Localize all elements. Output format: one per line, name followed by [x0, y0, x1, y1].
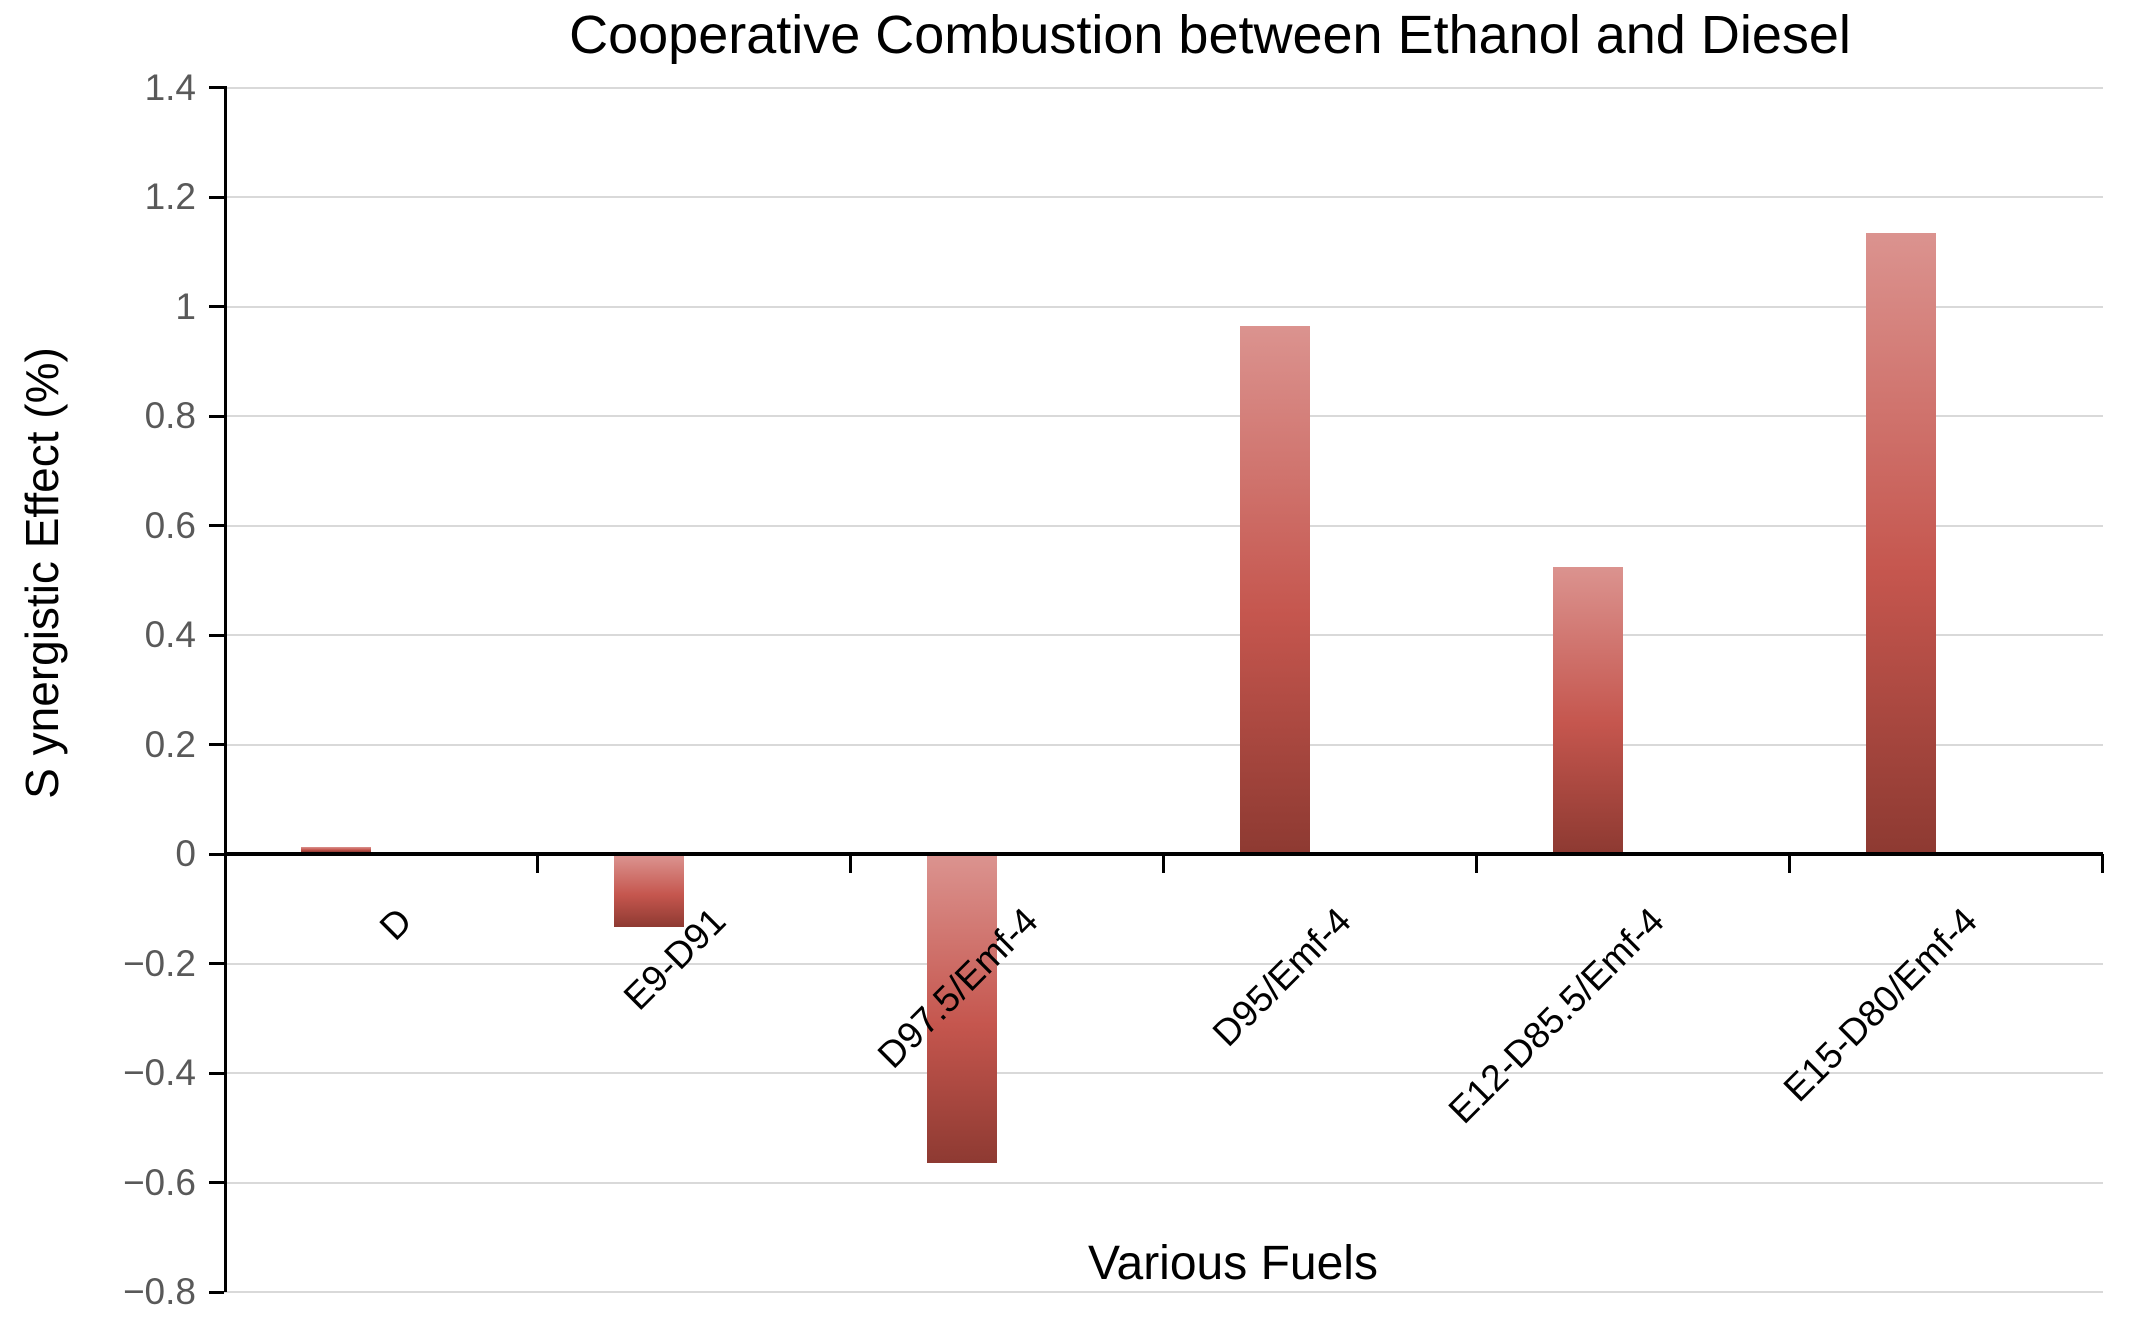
gridline [224, 1181, 2103, 1184]
y-tick-label: 0 [175, 833, 196, 874]
chart-title: Cooperative Combustion between Ethanol a… [569, 5, 1851, 65]
y-tick-mark [209, 852, 224, 856]
bar-E9-D91 [614, 856, 684, 928]
gridline [224, 415, 2103, 417]
y-tick-mark [209, 633, 224, 637]
gridline [224, 305, 2103, 308]
y-tick-label: 1 [175, 285, 196, 327]
y-axis-line [224, 86, 227, 1292]
gridline [224, 1072, 2103, 1074]
x-axis-title: Various Fuels [1088, 1237, 1378, 1290]
gridline [224, 743, 2103, 746]
y-tick-label: 1.4 [144, 66, 196, 108]
y-tick-label: 1.2 [144, 176, 196, 217]
gridline [224, 1291, 2103, 1293]
y-tick-mark [209, 1071, 224, 1075]
gridline [224, 524, 2103, 527]
y-axis-title: S ynergistic Effect (%) [16, 347, 68, 799]
y-tick-mark [209, 414, 224, 418]
category-label: D [372, 900, 420, 948]
x-tick-mark [535, 854, 539, 873]
category-label: E12-D85.5/Emf-4 [1440, 900, 1672, 1132]
y-tick-label: −0.4 [122, 1052, 196, 1093]
bar-D95/Emf-4 [1240, 326, 1310, 852]
category-label: E15-D80/Emf-4 [1775, 900, 1985, 1110]
y-tick-label: 0.4 [144, 614, 196, 655]
gridline [224, 196, 2103, 198]
x-tick-mark [1161, 854, 1165, 873]
y-tick-mark [209, 743, 224, 746]
bar-E12-D85.5/Emf-4 [1553, 567, 1623, 852]
y-tick-label: 0.8 [144, 395, 196, 436]
x-tick-mark [1474, 854, 1478, 873]
x-tick-mark [848, 854, 852, 873]
y-tick-label: −0.2 [122, 942, 196, 984]
y-tick-mark [209, 524, 224, 527]
y-tick-mark [209, 195, 224, 199]
y-tick-label: −0.6 [122, 1161, 196, 1203]
category-label: D95/Emf-4 [1204, 900, 1359, 1055]
gridline [224, 962, 2103, 965]
y-tick-mark [209, 1290, 224, 1294]
x-tick-mark [2100, 854, 2104, 873]
y-tick-mark [209, 86, 224, 89]
y-tick-mark [209, 962, 224, 965]
y-tick-label: 0.6 [144, 504, 196, 546]
gridline [224, 634, 2103, 636]
bar-D97.5/Emf-4 [927, 856, 997, 1163]
gridline [224, 86, 2103, 89]
y-tick-label: 0.2 [144, 723, 196, 765]
y-tick-mark [209, 1181, 224, 1184]
bar-E15-D80/Emf-4 [1866, 233, 1936, 852]
y-tick-label: −0.8 [122, 1271, 196, 1312]
y-tick-mark [209, 305, 224, 308]
x-tick-mark [1787, 854, 1791, 873]
bar-D [301, 846, 371, 852]
